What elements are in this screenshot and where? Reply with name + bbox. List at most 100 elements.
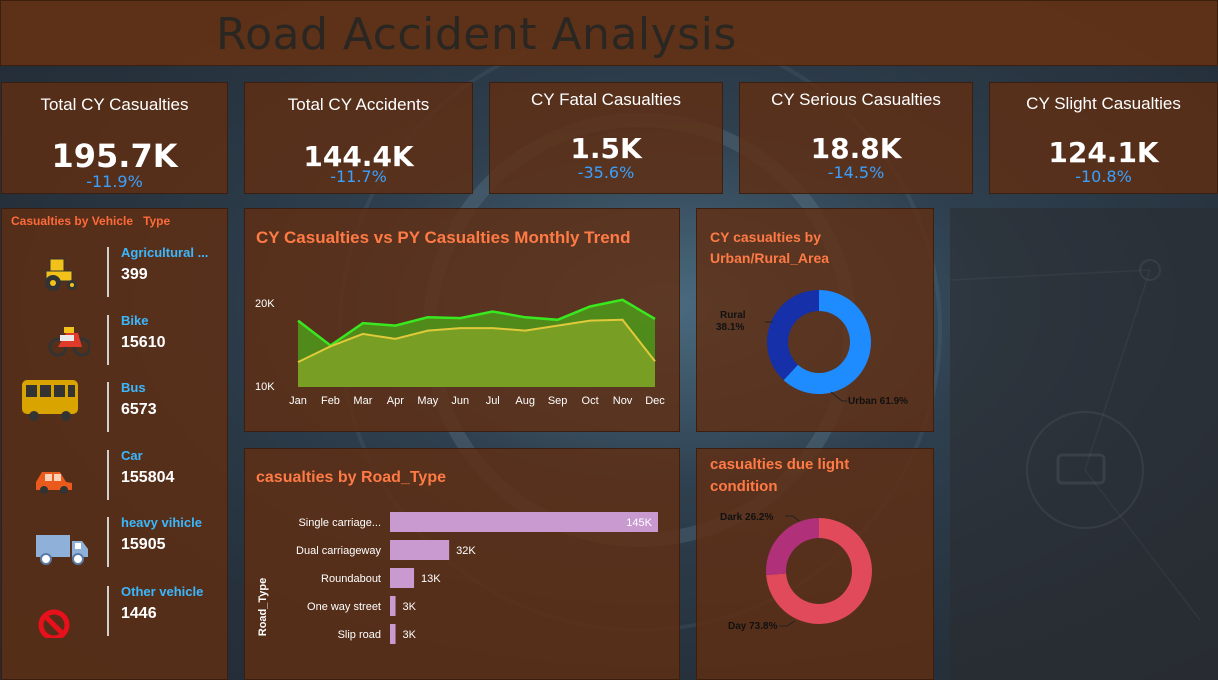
- kpi-card-total-accidents[interactable]: Total CY Accidents 144.4K -11.7%: [244, 82, 473, 194]
- light-condition-title: casualties due light condition: [710, 456, 850, 495]
- kpi-card-serious-casualties[interactable]: CY Serious Casualties 18.8K -14.5%: [739, 82, 973, 194]
- urban-slice[interactable]: [783, 290, 871, 394]
- road-type-bar[interactable]: [390, 568, 415, 588]
- road-type-label: One way street: [307, 601, 381, 613]
- road-type-title: casualties by Road_Type: [256, 469, 446, 486]
- motorbike-icon: [48, 327, 90, 357]
- road-type-bar[interactable]: [390, 596, 396, 616]
- empty-panel: [950, 208, 1218, 680]
- vehicle-value: 1446: [121, 605, 157, 622]
- vehicle-name: Other vehicle: [121, 584, 204, 599]
- kpi-value: 1.5K: [570, 132, 642, 165]
- x-tick-label: Oct: [582, 395, 599, 407]
- road-type-bar[interactable]: [390, 540, 450, 560]
- kpi-delta: -11.9%: [86, 172, 143, 191]
- x-tick-label: Dec: [645, 395, 665, 407]
- urban-rural-donut: Rural 38.1% Urban 61.9%: [716, 290, 908, 407]
- kpi-title: CY Fatal Casualties: [531, 90, 681, 109]
- x-tick-label: Nov: [613, 395, 633, 407]
- road-type-data-label: 3K: [403, 601, 417, 613]
- kpi-delta: -10.8%: [1075, 167, 1132, 186]
- road-type-axis-label: Road_Type: [257, 578, 269, 636]
- urban-label: Urban 61.9%: [848, 396, 908, 407]
- x-tick-label: Jul: [486, 395, 500, 407]
- x-tick-label: Mar: [353, 395, 372, 407]
- vehicle-separator: [107, 315, 109, 365]
- vehicle-row-heavy[interactable]: heavy vihicle 15905: [0, 515, 228, 577]
- vehicle-separator: [107, 247, 109, 297]
- rural-slice[interactable]: [767, 290, 819, 381]
- kpi-delta: -14.5%: [827, 163, 885, 182]
- vehicle-value: 15610: [121, 334, 166, 351]
- rural-label: Rural: [720, 310, 746, 321]
- vehicle-type-panel: [1, 208, 228, 680]
- x-tick-label: Sep: [548, 395, 568, 407]
- vehicle-name: Bus: [121, 380, 146, 395]
- monthly-trend-panel: CY Casualties vs PY Casualties Monthly T…: [244, 208, 680, 432]
- kpi-title: CY Serious Casualties: [771, 90, 941, 109]
- road-type-panel: casualties by Road_Type Road_Type Single…: [244, 448, 680, 680]
- vehicle-separator: [107, 586, 109, 636]
- road-type-data-label: 32K: [456, 545, 476, 557]
- bus-icon: [22, 380, 78, 421]
- kpi-value: 195.7K: [51, 137, 178, 175]
- urban-rural-panel: CY casualties by Urban/Rural_Area Rural …: [696, 208, 934, 432]
- vehicle-value: 399: [121, 266, 148, 283]
- rural-percent-label: 38.1%: [716, 322, 744, 333]
- vehicle-separator: [107, 517, 109, 567]
- x-tick-label: May: [417, 395, 438, 407]
- tractor-icon: [45, 258, 77, 291]
- x-tick-label: Jun: [451, 395, 469, 407]
- kpi-title: CY Slight Casualties: [1026, 94, 1181, 113]
- kpi-value: 144.4K: [303, 140, 414, 173]
- vehicle-name: Car: [121, 448, 143, 463]
- py-area: [298, 319, 655, 387]
- road-type-bar-chart: Road_Type Single carriage... 145K Dual car…: [257, 512, 658, 644]
- day-label: Day 73.8%: [728, 621, 778, 632]
- vehicle-value: 155804: [121, 469, 175, 486]
- kpi-title: Total CY Casualties: [40, 95, 189, 114]
- road-type-data-label: 145K: [626, 517, 652, 529]
- vehicle-panel-title: Casualties by Vehicle Type: [11, 214, 171, 228]
- vehicle-name: Agricultural ...: [121, 245, 209, 260]
- kpi-value: 124.1K: [1048, 136, 1159, 169]
- vehicle-row-car[interactable]: Car 155804: [0, 448, 228, 510]
- kpi-value: 18.8K: [810, 132, 902, 165]
- vehicle-value: 15905: [121, 536, 166, 553]
- light-condition-donut: Dark 26.2% Day 73.8%: [720, 512, 872, 632]
- x-tick-label: Feb: [321, 395, 340, 407]
- vehicle-separator: [107, 450, 109, 500]
- day-slice[interactable]: [766, 518, 872, 624]
- kpi-card-slight-casualties[interactable]: CY Slight Casualties 124.1K -10.8%: [989, 82, 1218, 194]
- y-tick-label: 20K: [255, 298, 275, 310]
- kpi-delta: -11.7%: [330, 167, 387, 186]
- prohibited-icon: [38, 609, 70, 638]
- kpi-delta: -35.6%: [577, 163, 635, 182]
- page-title: Road Accident Analysis: [216, 9, 737, 60]
- vehicle-separator: [107, 382, 109, 432]
- road-type-data-label: 13K: [421, 573, 441, 585]
- vehicle-name: heavy vihicle: [121, 515, 202, 530]
- road-type-label: Slip road: [338, 629, 381, 641]
- vehicle-row-agricultural[interactable]: Agricultural ... 399: [0, 245, 228, 307]
- kpi-card-fatal-casualties[interactable]: CY Fatal Casualties 1.5K -35.6%: [489, 82, 723, 194]
- vehicle-row-bus[interactable]: Bus 6573: [0, 380, 228, 442]
- x-tick-label: Apr: [387, 395, 404, 407]
- py-series-line: [297, 318, 656, 363]
- truck-icon: [36, 535, 88, 565]
- y-tick-label: 10K: [255, 381, 275, 393]
- road-type-label: Dual carriageway: [296, 545, 381, 557]
- vehicle-row-other[interactable]: Other vehicle 1446: [0, 584, 228, 646]
- kpi-card-total-casualties[interactable]: Total CY Casualties 195.7K -11.9%: [1, 82, 228, 194]
- road-type-label: Roundabout: [321, 573, 381, 585]
- title-bar: Road Accident Analysis: [0, 0, 1218, 66]
- road-type-bar[interactable]: [390, 624, 396, 644]
- road-type-bar[interactable]: [390, 512, 658, 532]
- vehicle-name: Bike: [121, 313, 149, 328]
- dark-slice[interactable]: [766, 518, 819, 575]
- road-type-label: Single carriage...: [298, 517, 381, 529]
- light-condition-panel: casualties due light condition Dark 26.2…: [696, 448, 934, 680]
- monthly-trend-title: CY Casualties vs PY Casualties Monthly T…: [256, 228, 631, 247]
- vehicle-row-bike[interactable]: Bike 15610: [0, 313, 228, 375]
- urban-rural-title: CY casualties by Urban/Rural_Area: [710, 229, 830, 266]
